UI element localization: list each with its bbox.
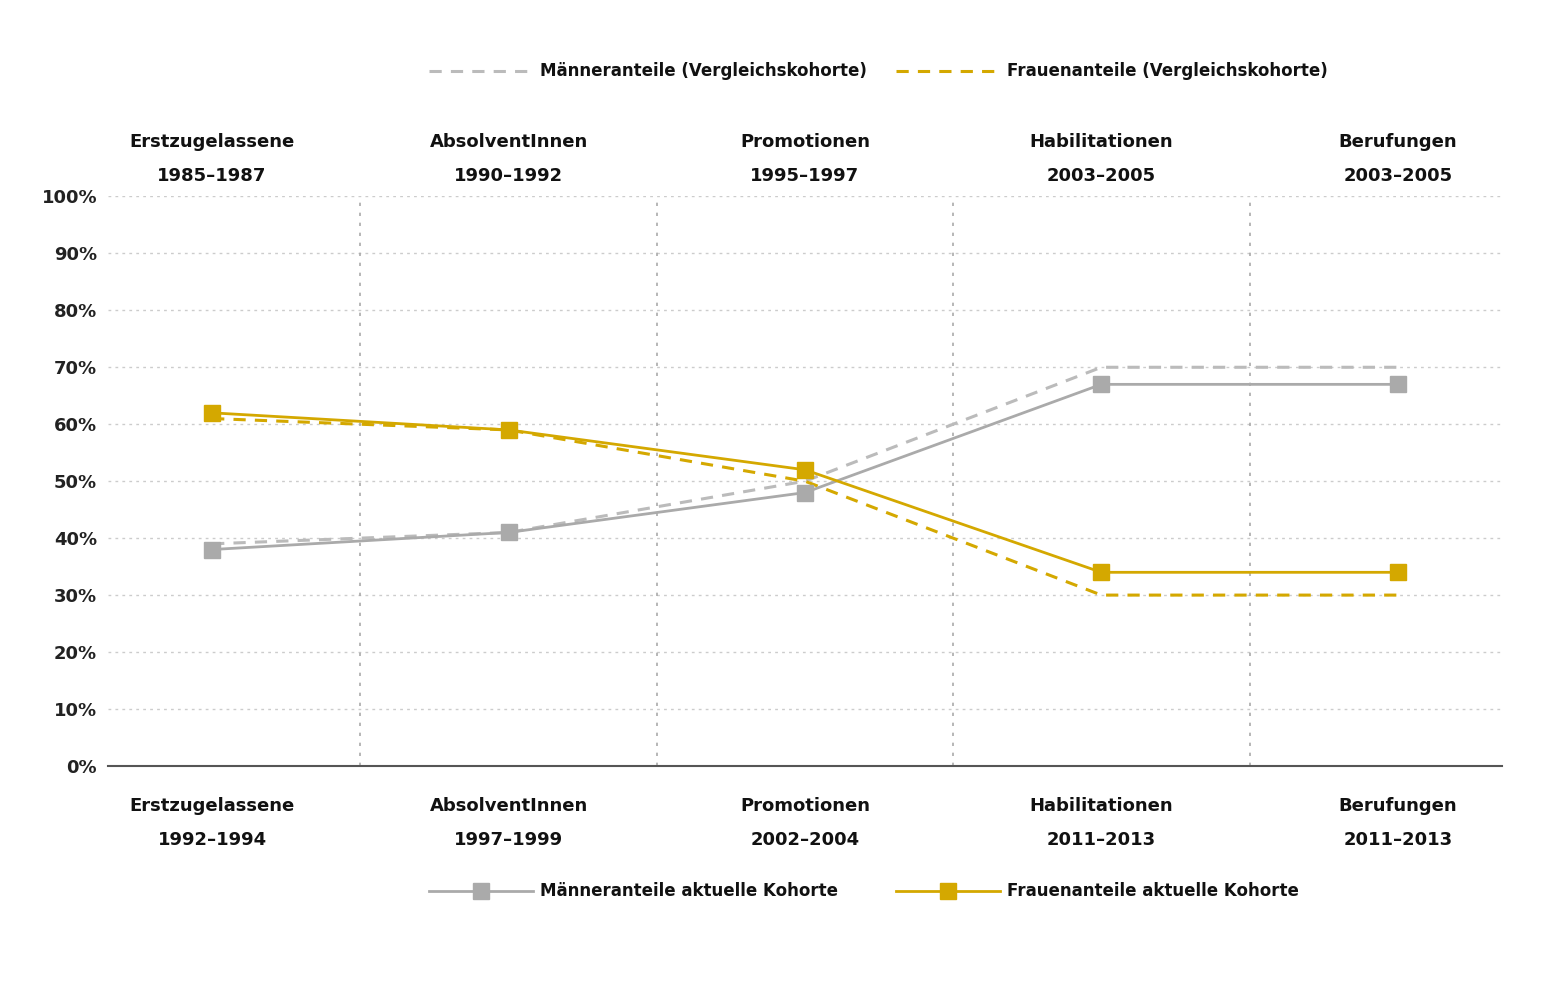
Text: 1995–1997: 1995–1997 — [751, 167, 859, 185]
Text: Promotionen: Promotionen — [740, 133, 870, 151]
Text: Berufungen: Berufungen — [1339, 797, 1457, 815]
Text: Habilitationen: Habilitationen — [1029, 797, 1173, 815]
Text: Männeranteile (Vergleichskohorte): Männeranteile (Vergleichskohorte) — [540, 62, 867, 81]
Text: Frauenanteile aktuelle Kohorte: Frauenanteile aktuelle Kohorte — [1006, 882, 1299, 900]
Text: 1997–1999: 1997–1999 — [454, 832, 563, 849]
Text: 1990–1992: 1990–1992 — [454, 167, 563, 185]
Text: AbsolventInnen: AbsolventInnen — [429, 797, 588, 815]
Text: 2011–2013: 2011–2013 — [1046, 832, 1156, 849]
Text: 2002–2004: 2002–2004 — [751, 832, 859, 849]
Text: 2011–2013: 2011–2013 — [1344, 832, 1452, 849]
Text: 2003–2005: 2003–2005 — [1046, 167, 1156, 185]
Text: 2003–2005: 2003–2005 — [1344, 167, 1452, 185]
Text: Berufungen: Berufungen — [1339, 133, 1457, 151]
Text: Männeranteile aktuelle Kohorte: Männeranteile aktuelle Kohorte — [540, 882, 839, 900]
Text: Habilitationen: Habilitationen — [1029, 133, 1173, 151]
Text: 1985–1987: 1985–1987 — [158, 167, 266, 185]
Text: Frauenanteile (Vergleichskohorte): Frauenanteile (Vergleichskohorte) — [1006, 62, 1328, 81]
Text: Erstzugelassene: Erstzugelassene — [130, 133, 294, 151]
Text: AbsolventInnen: AbsolventInnen — [429, 133, 588, 151]
Text: Erstzugelassene: Erstzugelassene — [130, 797, 294, 815]
Text: 1992–1994: 1992–1994 — [158, 832, 266, 849]
Text: Promotionen: Promotionen — [740, 797, 870, 815]
